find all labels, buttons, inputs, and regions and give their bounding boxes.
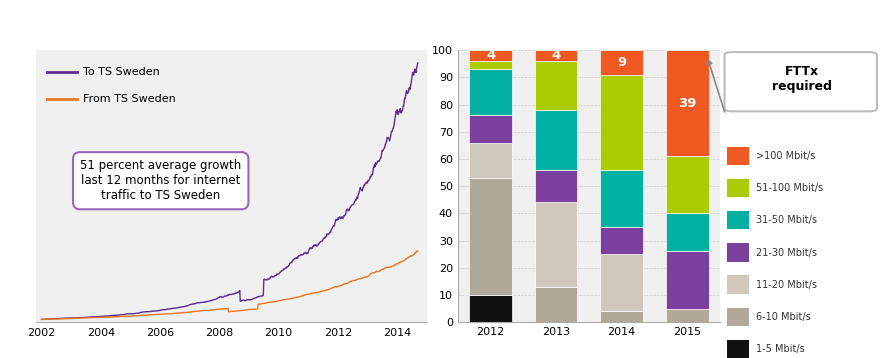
Text: 51 percent average growth
last 12 months for internet
traffic to TS Sweden: 51 percent average growth last 12 months… (80, 159, 241, 202)
Text: 6-10 Mbit/s: 6-10 Mbit/s (756, 312, 811, 322)
Bar (600, 311, 643, 322)
Bar (666, 251, 709, 309)
Bar (666, 309, 709, 322)
FancyBboxPatch shape (725, 52, 877, 111)
Text: 1-5 Mbit/s: 1-5 Mbit/s (756, 344, 805, 354)
Text: 31-50 Mbit/s: 31-50 Mbit/s (756, 216, 817, 226)
Text: 11-20 Mbit/s: 11-20 Mbit/s (756, 280, 817, 290)
Text: To TS Sweden: To TS Sweden (83, 67, 160, 77)
Text: 21-30 Mbit/s: 21-30 Mbit/s (756, 248, 817, 257)
Bar (469, 178, 512, 295)
Bar (727, 179, 749, 197)
Bar (727, 211, 749, 229)
Text: Broadband speed demand*: Broadband speed demand* (571, 19, 761, 33)
Bar (535, 50, 578, 61)
Bar (469, 61, 512, 69)
Text: Peak hour traffic to and from TS Sweden network: Peak hour traffic to and from TS Sweden … (47, 19, 396, 33)
Text: 39: 39 (678, 97, 696, 110)
Bar (469, 50, 512, 61)
Text: >100 Mbit/s: >100 Mbit/s (756, 151, 815, 161)
Bar (535, 110, 578, 170)
Text: 4: 4 (486, 49, 495, 62)
Bar (535, 170, 578, 203)
Bar (535, 203, 578, 287)
Text: FTTx
required: FTTx required (773, 65, 832, 93)
Bar (600, 74, 643, 170)
Bar (469, 69, 512, 115)
Bar (469, 142, 512, 178)
Bar (666, 156, 709, 213)
Bar (727, 147, 749, 165)
Bar (469, 115, 512, 142)
Bar (666, 213, 709, 251)
Bar (727, 308, 749, 326)
Bar (727, 275, 749, 294)
Bar (600, 254, 643, 311)
Bar (535, 61, 578, 110)
Text: From TS Sweden: From TS Sweden (83, 94, 176, 104)
Text: 4: 4 (551, 49, 561, 62)
Bar (600, 227, 643, 254)
Text: 51-100 Mbit/s: 51-100 Mbit/s (756, 183, 823, 193)
Bar (727, 243, 749, 261)
Bar (600, 50, 643, 74)
Bar (666, 50, 709, 156)
Bar (727, 340, 749, 358)
Bar (535, 287, 578, 322)
Bar (469, 295, 512, 322)
Bar (600, 170, 643, 227)
Text: 9: 9 (617, 56, 627, 69)
